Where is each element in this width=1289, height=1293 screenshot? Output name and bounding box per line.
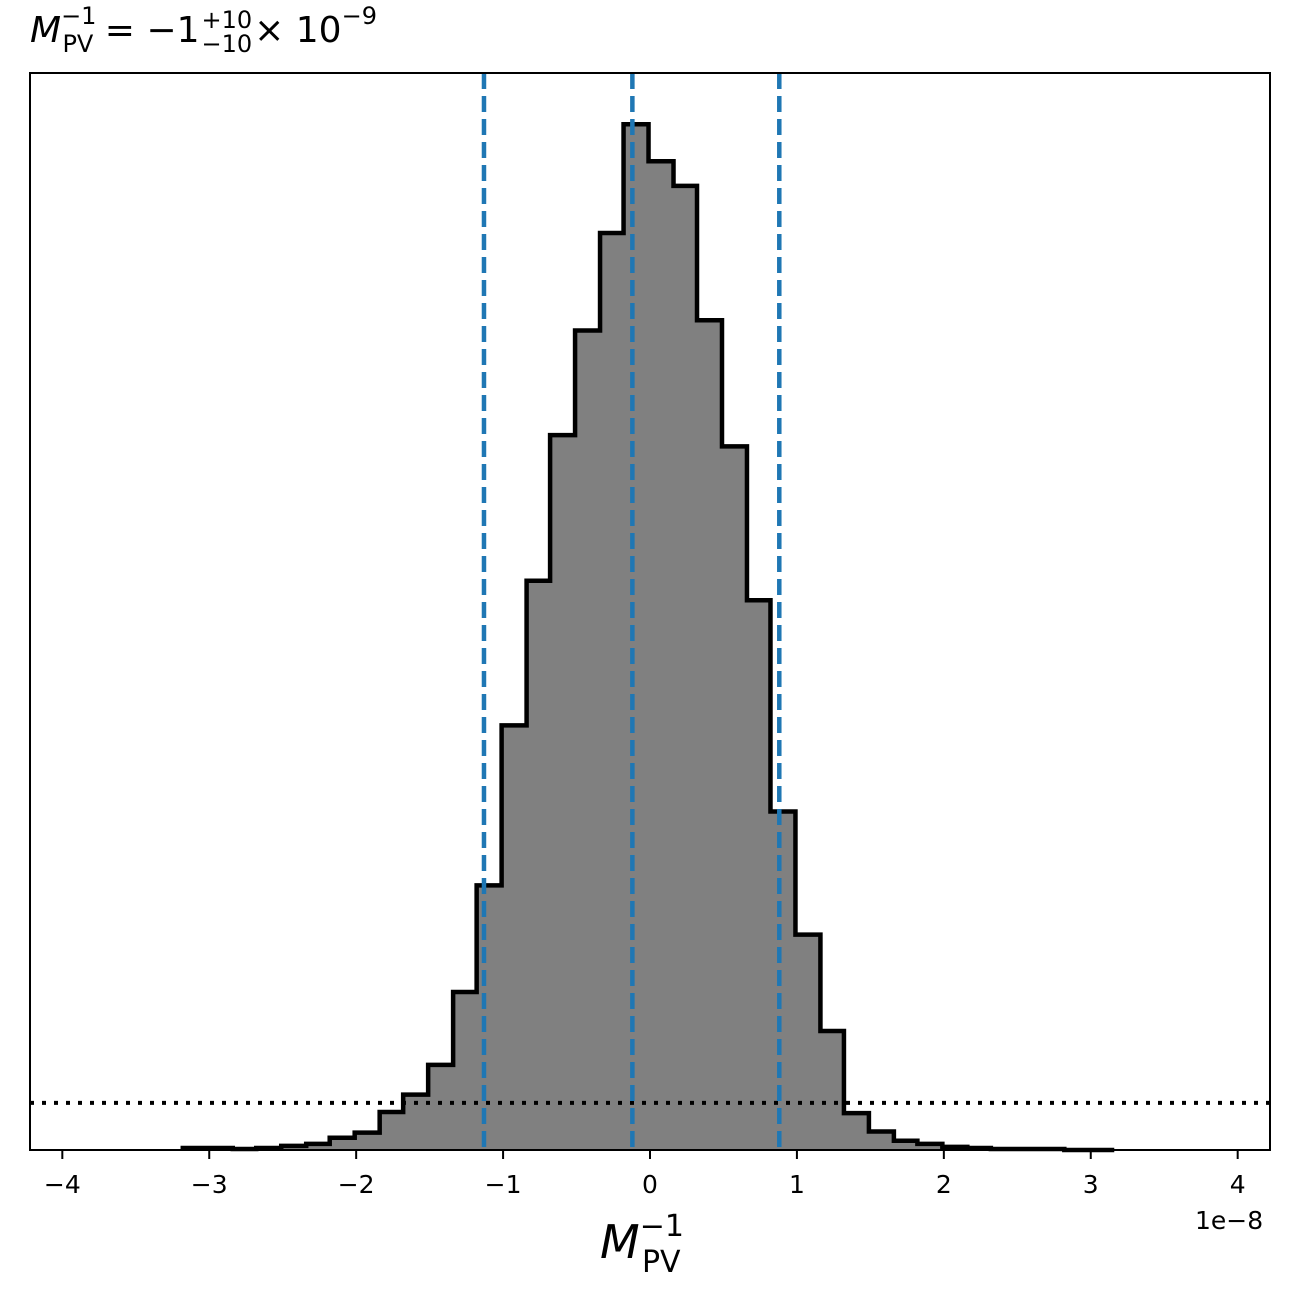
x-tick-label: −3 — [191, 1170, 228, 1199]
title-plus-error: +10 — [201, 6, 253, 34]
histogram-bar — [329, 1137, 356, 1150]
x-tick-label: 0 — [642, 1170, 658, 1199]
x-tick-label: 1 — [789, 1170, 805, 1199]
histogram-bar — [476, 885, 503, 1150]
histogram-bar — [575, 330, 601, 1150]
histogram-outline — [180, 122, 1115, 1153]
x-axis-offset-label: 1e−8 — [1195, 1206, 1264, 1235]
x-axis-label: M−1PV — [600, 1209, 684, 1280]
histogram-bar — [673, 185, 698, 1151]
x-tick-label: −1 — [485, 1170, 522, 1199]
x-tick-label: 3 — [1083, 1170, 1099, 1199]
histogram-bar — [453, 992, 478, 1150]
histogram-bar — [721, 446, 748, 1150]
histogram-bar — [893, 1140, 918, 1150]
histogram-bar — [550, 435, 576, 1150]
x-tick-label: 4 — [1230, 1170, 1246, 1199]
histogram-bar — [501, 725, 528, 1150]
histogram-bar — [428, 1064, 454, 1150]
x-tick-label: −2 — [338, 1170, 375, 1199]
histogram-bar — [697, 320, 723, 1150]
histogram-bar — [600, 233, 625, 1151]
histogram-bar — [354, 1132, 381, 1150]
x-tick-label: 2 — [936, 1170, 952, 1199]
xlabel-superscript: −1 — [639, 1209, 684, 1244]
histogram-bar — [648, 161, 675, 1150]
histogram-bar — [770, 811, 797, 1150]
title-multiplier: × 10 — [254, 10, 342, 51]
histogram-bar — [623, 124, 650, 1150]
histogram-bar — [379, 1112, 404, 1150]
histogram-bar — [746, 600, 772, 1150]
title-symbol: M — [30, 10, 62, 51]
histogram-bar — [526, 580, 551, 1150]
chart-title: M−1PV = −1 +10 −10 × 10−9 — [30, 4, 377, 56]
histogram-bar — [917, 1143, 943, 1150]
title-superscript: −1 — [61, 2, 97, 30]
title-equals: = — [104, 10, 135, 51]
histogram-bar — [820, 1031, 845, 1150]
xlabel-subscript: PV — [641, 1245, 681, 1280]
title-subscript: PV — [62, 30, 94, 58]
histogram-bar — [306, 1143, 331, 1150]
title-exponent: −9 — [341, 2, 377, 30]
histogram-bars — [182, 124, 1065, 1151]
title-errors: +10 −10 — [202, 8, 253, 56]
x-axis-ticks: −4 −3 −2 −1 0 1 2 3 4 — [44, 1150, 1246, 1199]
histogram-bar — [843, 1113, 870, 1150]
title-minus-error: −10 — [201, 30, 253, 58]
quantile-lines — [481, 73, 782, 1150]
x-tick-label: −4 — [44, 1170, 81, 1199]
xlabel-symbol: M — [600, 1215, 640, 1269]
histogram-bar — [795, 934, 822, 1150]
histogram-bar — [868, 1131, 895, 1150]
title-value: −1 — [146, 10, 200, 51]
